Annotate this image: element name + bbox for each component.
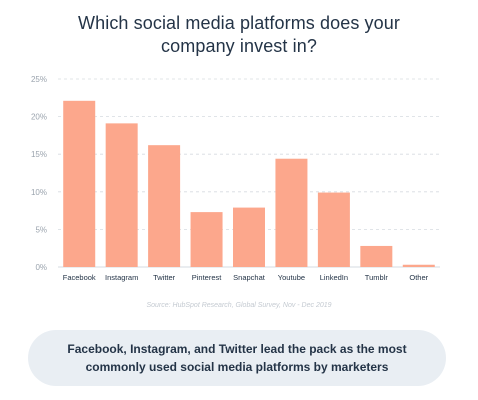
x-tick-label: Instagram xyxy=(105,273,138,282)
y-tick-label: 25% xyxy=(31,75,47,84)
y-tick-label: 5% xyxy=(35,225,47,234)
bar xyxy=(63,100,96,267)
x-tick-label: Youtube xyxy=(278,273,305,282)
bar xyxy=(275,158,308,267)
bar xyxy=(233,207,265,267)
x-tick-label: Pinterest xyxy=(192,273,223,282)
x-tick-label: Other xyxy=(409,273,428,282)
bar xyxy=(105,123,138,267)
callout-text: Facebook, Instagram, and Twitter lead th… xyxy=(67,342,407,374)
source-note: Source: HubSpot Research, Global Survey,… xyxy=(146,302,332,309)
bar xyxy=(360,245,393,267)
bar xyxy=(402,264,435,267)
callout-box: Facebook, Instagram, and Twitter lead th… xyxy=(28,330,446,386)
y-tick-label: 15% xyxy=(31,150,47,159)
y-tick-label: 10% xyxy=(31,188,47,197)
x-tick-label: LinkedIn xyxy=(320,273,348,282)
y-tick-label: 0% xyxy=(35,263,47,272)
x-tick-label: Snapchat xyxy=(233,273,266,282)
x-tick-label: Tumblr xyxy=(365,273,389,282)
chart-title-line-1: Which social media platforms does your xyxy=(78,13,400,33)
y-tick-label: 20% xyxy=(31,113,47,122)
bar-chart: 0% 5% 10% 15% 20% 25% Facebook Instagram Twitter… xyxy=(31,75,440,282)
x-tick-label: Facebook xyxy=(63,273,96,282)
x-tick-label: Twitter xyxy=(153,273,176,282)
bar xyxy=(148,145,181,267)
chart-title-line-2: company invest in? xyxy=(161,36,317,56)
bar xyxy=(190,212,223,267)
chart-title: Which social media platforms does your c… xyxy=(0,12,478,58)
bar xyxy=(317,192,350,267)
